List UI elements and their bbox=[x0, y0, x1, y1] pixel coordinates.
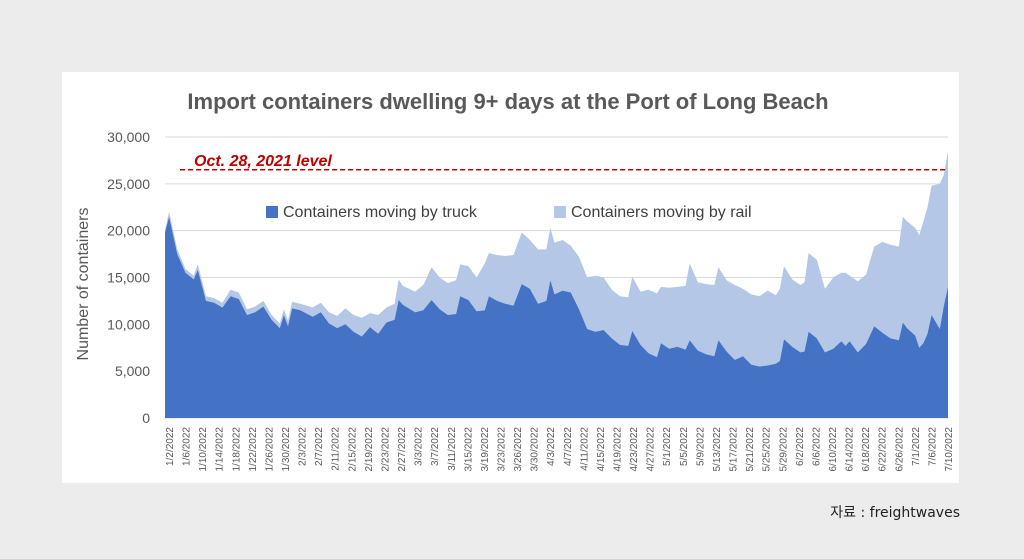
x-tick-label: 6/22/2022 bbox=[878, 427, 889, 472]
x-tick-label: 4/15/2022 bbox=[596, 427, 607, 472]
x-tick-label: 3/19/2022 bbox=[480, 427, 491, 472]
y-axis-ticks: 0 5,000 10,000 15,000 20,000 25,000 30,000 bbox=[107, 129, 150, 426]
area-rail bbox=[165, 151, 948, 367]
y-tick-label: 25,000 bbox=[107, 176, 150, 192]
x-tick-label: 2/7/2022 bbox=[314, 427, 325, 466]
x-tick-label: 5/17/2022 bbox=[729, 427, 740, 472]
x-tick-label: 2/11/2022 bbox=[331, 427, 342, 471]
y-axis-label: Number of containers bbox=[75, 208, 92, 361]
legend: Containers moving by truck Containers mo… bbox=[266, 204, 752, 221]
x-tick-label: 6/26/2022 bbox=[894, 427, 905, 472]
y-tick-label: 5,000 bbox=[115, 363, 150, 379]
x-tick-label: 2/15/2022 bbox=[347, 427, 358, 472]
x-tick-label: 6/10/2022 bbox=[828, 427, 839, 472]
x-tick-label: 4/27/2022 bbox=[646, 427, 657, 472]
reference-line-group: Oct. 28, 2021 level bbox=[180, 153, 948, 171]
x-tick-label: 7/6/2022 bbox=[927, 427, 938, 466]
x-tick-label: 5/25/2022 bbox=[762, 427, 773, 472]
x-tick-label: 5/29/2022 bbox=[778, 427, 789, 472]
x-tick-label: 3/30/2022 bbox=[530, 427, 541, 472]
legend-label-rail: Containers moving by rail bbox=[571, 204, 752, 221]
reference-line-label: Oct. 28, 2021 level bbox=[194, 153, 332, 170]
x-tick-label: 2/19/2022 bbox=[364, 427, 375, 472]
x-tick-label: 3/11/2022 bbox=[447, 427, 458, 471]
y-tick-label: 20,000 bbox=[107, 223, 150, 239]
legend-swatch-rail bbox=[554, 206, 566, 218]
x-tick-label: 3/23/2022 bbox=[497, 427, 508, 472]
x-tick-label: 4/19/2022 bbox=[613, 427, 624, 472]
area-series bbox=[165, 151, 948, 418]
chart-title: Import containers dwelling 9+ days at th… bbox=[187, 89, 828, 114]
area-chart: Import containers dwelling 9+ days at th… bbox=[75, 89, 955, 472]
x-tick-label: 7/10/2022 bbox=[944, 427, 955, 472]
x-tick-label: 1/6/2022 bbox=[182, 427, 193, 466]
x-tick-label: 1/22/2022 bbox=[248, 427, 259, 472]
x-tick-label: 1/30/2022 bbox=[281, 427, 292, 472]
x-tick-label: 2/23/2022 bbox=[381, 427, 392, 472]
x-tick-label: 5/1/2022 bbox=[662, 427, 673, 466]
x-tick-label: 4/11/2022 bbox=[579, 427, 590, 471]
x-tick-label: 5/9/2022 bbox=[695, 427, 706, 466]
y-tick-label: 0 bbox=[142, 410, 150, 426]
y-tick-label: 15,000 bbox=[107, 270, 150, 286]
x-tick-label: 7/1/2022 bbox=[911, 427, 922, 466]
legend-label-truck: Containers moving by truck bbox=[283, 204, 478, 221]
x-tick-label: 3/26/2022 bbox=[513, 427, 524, 472]
x-tick-label: 3/7/2022 bbox=[430, 427, 441, 466]
x-tick-label: 3/15/2022 bbox=[463, 427, 474, 472]
x-tick-label: 1/14/2022 bbox=[215, 427, 226, 472]
x-tick-label: 6/18/2022 bbox=[861, 427, 872, 472]
x-tick-label: 4/3/2022 bbox=[546, 427, 557, 466]
x-tick-label: 1/10/2022 bbox=[198, 427, 209, 472]
x-tick-label: 1/18/2022 bbox=[231, 427, 242, 472]
y-tick-label: 10,000 bbox=[107, 316, 150, 332]
x-tick-label: 2/3/2022 bbox=[298, 427, 309, 466]
source-credit: 자료 : freightwaves bbox=[830, 505, 960, 521]
y-tick-label: 30,000 bbox=[107, 129, 150, 145]
x-tick-label: 5/21/2022 bbox=[745, 427, 756, 472]
x-tick-label: 5/13/2022 bbox=[712, 427, 723, 472]
x-axis-ticks: 1/2/2022 1/6/2022 1/10/2022 1/14/2022 1/18/2… bbox=[165, 427, 955, 472]
x-tick-label: 2/27/2022 bbox=[397, 427, 408, 472]
x-tick-label: 4/23/2022 bbox=[629, 427, 640, 472]
x-tick-label: 1/2/2022 bbox=[165, 427, 176, 466]
area-truck bbox=[165, 216, 948, 418]
x-tick-label: 6/2/2022 bbox=[795, 427, 806, 466]
x-tick-label: 1/26/2022 bbox=[264, 427, 275, 472]
x-tick-label: 6/14/2022 bbox=[845, 427, 856, 472]
x-tick-label: 3/3/2022 bbox=[414, 427, 425, 466]
x-tick-label: 6/6/2022 bbox=[811, 427, 822, 466]
x-tick-label: 5/5/2022 bbox=[679, 427, 690, 466]
legend-swatch-truck bbox=[266, 206, 278, 218]
x-tick-label: 4/7/2022 bbox=[563, 427, 574, 466]
chart-panel: Import containers dwelling 9+ days at th… bbox=[62, 72, 959, 483]
